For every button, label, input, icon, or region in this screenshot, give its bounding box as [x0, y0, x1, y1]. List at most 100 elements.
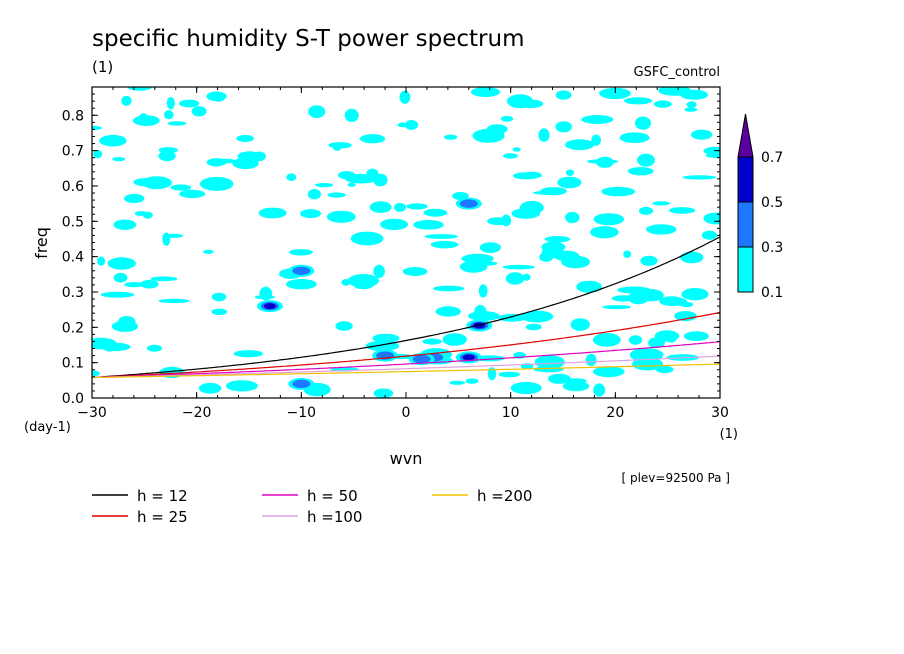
contour-noise-blob — [150, 276, 178, 282]
contour-noise-blob — [333, 144, 342, 151]
contour-noise-blob — [619, 132, 650, 143]
contour-noise-blob — [505, 272, 525, 285]
contour-noise-blob — [472, 128, 505, 143]
contour-noise-blob — [674, 311, 697, 322]
curve-legend: h = 12 h = 25 h = 50 h =100 h =200 — [92, 487, 532, 526]
contour-blob-mid — [459, 199, 478, 208]
contour-noise-blob — [443, 134, 458, 140]
contour-noise-blob — [593, 366, 625, 378]
contour-noise-blob — [675, 298, 688, 306]
x-tick-label: −10 — [287, 405, 317, 421]
plev-annotation: [ plev=92500 Pa ] — [621, 471, 730, 485]
contour-noise-blob — [121, 95, 132, 106]
x-axis-unit: (1) — [720, 427, 738, 442]
contour-noise-blob — [581, 115, 614, 124]
contour-noise-blob — [682, 175, 717, 180]
contour-noise-blob — [164, 110, 174, 120]
y-tick-label: 0.8 — [62, 108, 84, 124]
contour-noise-blob — [593, 213, 625, 226]
contour-noise-blob — [635, 116, 651, 130]
y-tick-label: 0.4 — [62, 250, 84, 266]
contour-noise-blob — [585, 353, 597, 366]
colorbar-label: 0.3 — [761, 240, 783, 256]
contour-blob-mid — [292, 266, 311, 275]
contour-noise-blob — [212, 92, 225, 102]
contour-noise-blob — [211, 292, 227, 302]
contour-noise-blob — [565, 169, 575, 176]
legend-label: h = 25 — [137, 508, 188, 526]
x-tick-label: −30 — [77, 405, 107, 421]
contour-noise-blob — [97, 256, 106, 266]
dispersion-curves — [92, 236, 720, 379]
contour-noise-blob — [113, 219, 137, 230]
contour-noise-blob — [402, 267, 428, 276]
contour-noise-blob — [503, 153, 518, 159]
contour-noise-blob — [599, 87, 631, 99]
contour-noise-blob — [586, 159, 619, 164]
contour-noise-blob — [703, 146, 720, 155]
contour-noise-blob — [308, 105, 326, 118]
legend-label: h = 50 — [307, 487, 358, 505]
contour-noise-blob — [233, 350, 263, 358]
contour-noise-blob — [341, 279, 351, 286]
y-axis-unit: (day-1) — [24, 420, 71, 435]
contour-noise-blob — [258, 207, 287, 219]
dispersion-curve — [92, 236, 720, 379]
x-axis-label: wvn — [390, 449, 423, 468]
contour-noise-blob — [519, 200, 544, 215]
contour-noise-blob — [478, 284, 488, 298]
contour-noise-blob — [562, 381, 590, 392]
colorbar-label: 0.5 — [761, 195, 783, 211]
x-tick-label: −20 — [182, 405, 212, 421]
contour-noise-blob — [92, 370, 100, 377]
contour-noise-blob — [500, 115, 514, 122]
dispersion-curve — [92, 341, 720, 379]
contour-noise-blob — [533, 190, 564, 195]
contour-noise-blob — [521, 312, 545, 318]
contour-noise-blob — [359, 134, 386, 144]
contour-noise-blob — [576, 280, 602, 293]
contour-noise-blob — [478, 261, 498, 266]
contour-noise-blob — [538, 128, 550, 142]
contour-blob-mid — [412, 354, 431, 364]
contour-noise-blob — [555, 121, 572, 133]
contour-noise-blob — [373, 388, 394, 398]
contour-noise-blob — [347, 274, 379, 288]
contour-noise-blob — [652, 201, 671, 206]
contour-noise-blob — [373, 264, 385, 278]
contour-noise-blob — [93, 149, 103, 159]
contour-noise-blob — [179, 99, 200, 108]
contour-noise-blob — [373, 173, 388, 187]
contour-noise-blob — [236, 134, 254, 143]
contour-noise-blob — [259, 286, 273, 301]
contour-noise-blob — [624, 97, 652, 105]
legend-label: h =200 — [477, 487, 532, 505]
contour-noise-blob — [442, 333, 467, 346]
contour-noise-blob — [344, 108, 359, 122]
contour-noise-blob — [691, 129, 713, 140]
contour-noise-blob — [124, 282, 144, 288]
contour-noise-blob — [170, 184, 192, 191]
chart-subtitle-right: GSFC_control — [634, 65, 720, 80]
contour-noise-blob — [430, 240, 459, 249]
y-tick-label: 0.1 — [62, 356, 84, 372]
contour-noise-blob — [347, 182, 356, 187]
contour-noise-blob — [327, 192, 346, 198]
contour-noise-blob — [534, 355, 565, 369]
contour-noise-blob — [465, 378, 479, 384]
contour-noise-blob — [350, 231, 384, 246]
y-tick-label: 0.5 — [62, 214, 84, 230]
contour-noise-blob — [539, 252, 554, 262]
contour-noise-blob — [124, 193, 145, 204]
contour-noise-blob — [225, 380, 258, 392]
y-axis-label: freq — [32, 227, 51, 259]
contour-noise-blob — [646, 224, 677, 235]
x-tick-label: 30 — [711, 405, 729, 421]
contour-noise-blob — [565, 211, 580, 224]
contour-noise-blob — [658, 87, 691, 96]
legend-label: h = 12 — [137, 487, 188, 505]
axis-ticks: −30 −20 −10 0 10 20 30 0.0 0.1 0.2 0.3 0.4 0.5 0.6 0.7… — [62, 87, 729, 421]
contour-noise-blob — [510, 381, 542, 395]
contour-noise-blob — [158, 150, 176, 162]
contour-noise-blob — [366, 168, 379, 177]
